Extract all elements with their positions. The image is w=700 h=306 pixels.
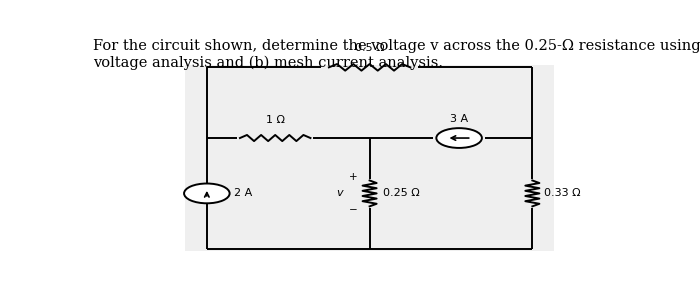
Text: For the circuit shown, determine the voltage v across the 0.25-Ω resistance usin: For the circuit shown, determine the vol… (93, 39, 700, 70)
Text: 0.33 Ω: 0.33 Ω (545, 188, 581, 198)
Text: 2 A: 2 A (234, 188, 252, 198)
Text: 3 A: 3 A (450, 114, 468, 124)
Circle shape (436, 128, 482, 148)
Text: v: v (337, 188, 343, 198)
Text: +: + (349, 172, 358, 182)
Circle shape (184, 184, 230, 203)
Bar (185, 65, 554, 251)
Text: 0.25 Ω: 0.25 Ω (383, 188, 420, 198)
Text: −: − (349, 205, 358, 215)
Text: 0.5 Ω: 0.5 Ω (355, 43, 384, 53)
Text: 1 Ω: 1 Ω (266, 115, 285, 125)
